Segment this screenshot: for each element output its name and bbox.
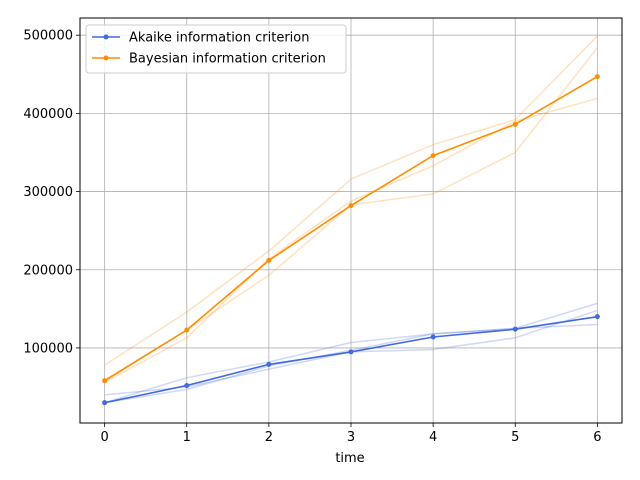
grid	[80, 18, 622, 423]
bic-data-point	[184, 327, 190, 333]
bic-data-point	[594, 74, 600, 80]
aic-data-point	[184, 382, 190, 388]
x-tick-label: 5	[511, 430, 519, 445]
x-tick-label: 1	[183, 430, 191, 445]
legend-aic-marker	[103, 34, 109, 40]
y-tick-label: 300000	[23, 185, 73, 200]
aic-data-point	[512, 326, 518, 332]
legend-bic-marker	[103, 55, 109, 61]
bic-data-point	[512, 121, 518, 127]
x-axis-ticks: 0 1 2 3 4 5 6	[100, 423, 602, 445]
y-tick-label: 100000	[23, 341, 73, 356]
aic-data-point	[594, 314, 600, 320]
bic-data-point	[348, 203, 354, 209]
x-tick-label: 4	[429, 430, 437, 445]
legend-bic-label: Bayesian information criterion	[129, 52, 326, 67]
y-axis-ticks: 100000 200000 300000 400000 500000	[23, 29, 80, 356]
y-tick-label: 400000	[23, 107, 73, 122]
x-tick-label: 0	[100, 430, 108, 445]
x-tick-label: 6	[593, 430, 601, 445]
aic-data-point	[430, 334, 436, 340]
legend-box	[85, 24, 347, 74]
legend: Akaike information criterion Bayesian inf…	[85, 24, 347, 74]
bic-data-point	[430, 153, 436, 159]
y-tick-label: 200000	[23, 263, 73, 278]
bic-run-line	[104, 97, 598, 383]
aic-data-point	[266, 361, 272, 367]
x-tick-label: 2	[265, 430, 273, 445]
bic-run-line	[104, 35, 598, 366]
aic-data-point	[348, 349, 354, 355]
legend-aic-label: Akaike information criterion	[129, 31, 309, 46]
x-tick-label: 3	[347, 430, 355, 445]
aic-data-point	[102, 400, 108, 406]
series-lines	[102, 74, 600, 406]
y-tick-label: 500000	[23, 29, 73, 44]
bic-data-point	[266, 257, 272, 263]
bic-data-point	[102, 378, 108, 384]
x-axis-title: time	[335, 451, 364, 466]
